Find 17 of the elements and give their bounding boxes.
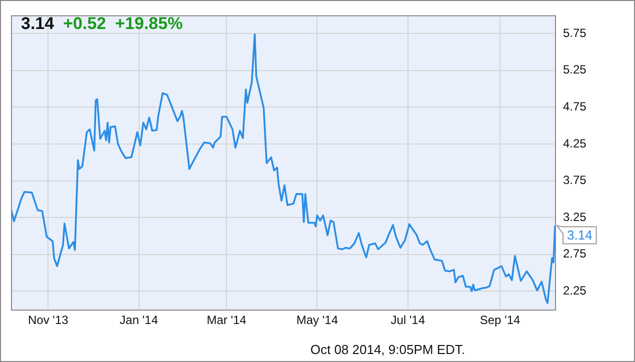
x-tick-label: Sep '14 [480, 313, 520, 328]
x-tick-label: May '14 [296, 313, 338, 328]
y-tick-label: 3.25 [563, 210, 587, 224]
x-tick-label: Nov '13 [28, 313, 69, 328]
y-tick-label: 2.75 [563, 246, 587, 261]
y-tick-label: 4.25 [563, 136, 587, 150]
y-tick-label: 2.25 [563, 284, 587, 298]
x-tick-label: Jan '14 [120, 313, 158, 328]
x-tick-label: Jul '14 [390, 313, 426, 328]
y-tick-label: 5.75 [563, 26, 587, 40]
x-tick-label: Mar '14 [206, 313, 247, 328]
text: Oct 08 2014, 9:05PM EDT. [310, 342, 465, 357]
y-tick-label: 4.75 [563, 100, 587, 114]
y-tick-label: 3.75 [563, 173, 587, 188]
y-tick-label: 5.25 [563, 62, 587, 77]
annotation: 3.14 [567, 227, 592, 242]
chart-title: 3.14 +0.52 +19.85% [21, 14, 183, 33]
